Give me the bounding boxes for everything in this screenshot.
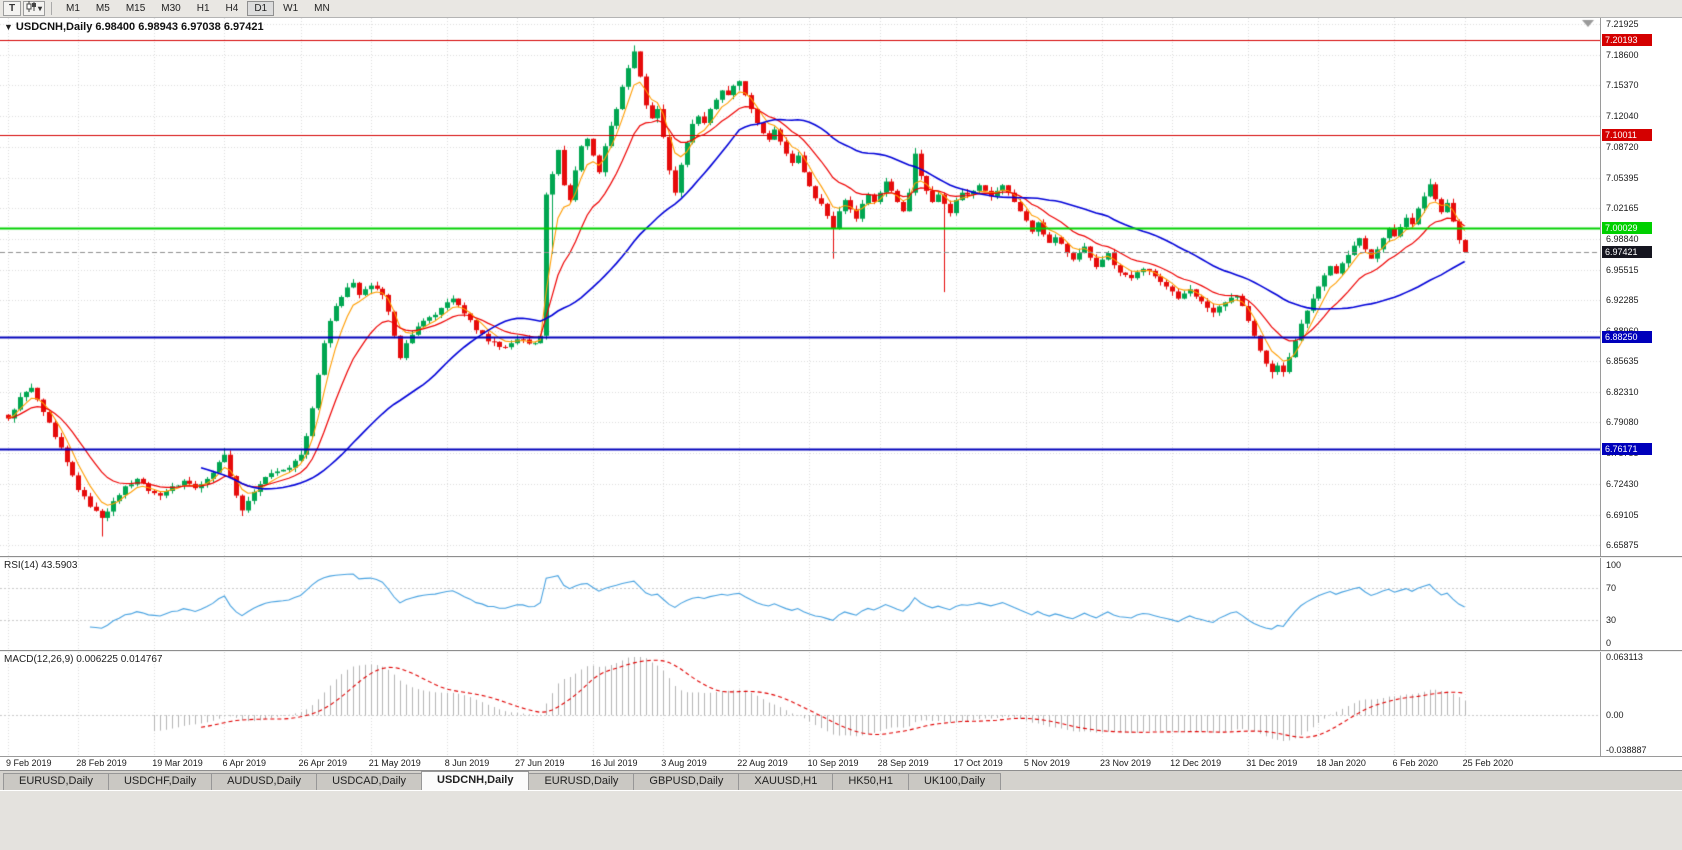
timeframe-button-w1[interactable]: W1 (276, 1, 305, 16)
toolbar: T ▾ M1 M5 M15 M30 H1 H4 D1 W1 MN (0, 0, 1682, 18)
chart-ohlc-values: 6.98400 6.98943 6.97038 6.97421 (95, 21, 264, 33)
time-axis-label: 19 Mar 2019 (152, 758, 203, 768)
price-axis-label: 7.21925 (1606, 19, 1639, 30)
key-level-price-tag: 7.20193 (1602, 34, 1652, 47)
rsi-label: RSI(14) 43.5903 (4, 560, 78, 571)
macd-canvas[interactable] (0, 652, 1600, 756)
price-axis-label: 6.92285 (1606, 294, 1639, 305)
chart-tab-0-eurusd-daily[interactable]: EURUSD,Daily (3, 773, 109, 790)
price-chart-canvas[interactable] (0, 18, 1600, 556)
rsi-axis-label: 70 (1606, 583, 1617, 594)
key-level-price-tag: 6.76171 (1602, 443, 1652, 456)
time-axis-label: 22 Aug 2019 (737, 758, 788, 768)
time-axis-label: 10 Sep 2019 (807, 758, 859, 768)
price-axis[interactable]: 7.21925 7.18600 7.15370 7.12040 7.08720 7.053… (1600, 18, 1682, 556)
chart-tab-8-hk50-h1[interactable]: HK50,H1 (832, 773, 909, 790)
price-axis-label: 6.69105 (1606, 510, 1639, 521)
timeframe-button-m30[interactable]: M30 (154, 1, 187, 16)
time-axis-label: 18 Jan 2020 (1316, 758, 1366, 768)
time-axis-label: 3 Aug 2019 (661, 758, 707, 768)
chart-tab-5-eurusd-daily[interactable]: EURUSD,Daily (528, 773, 635, 790)
price-axis-label: 7.08720 (1606, 141, 1639, 152)
time-axis-label: 21 May 2019 (368, 758, 421, 768)
pane-separator[interactable] (0, 556, 1682, 558)
timeframe-button-mn[interactable]: MN (307, 1, 337, 16)
time-axis-label: 6 Feb 2020 (1392, 758, 1438, 768)
chart-tabs-bar: EURUSD,Daily USDCHF,Daily AUDUSD,Daily USDC… (0, 770, 1682, 790)
rsi-axis-label: 0 (1606, 638, 1612, 648)
key-level-price-tag: 7.10011 (1602, 128, 1652, 141)
key-level-price-tag: 7.00029 (1602, 221, 1652, 234)
time-axis-label: 8 Jun 2019 (444, 758, 490, 768)
timeframe-button-h1[interactable]: H1 (190, 1, 217, 16)
time-axis-label: 26 Apr 2019 (298, 758, 348, 768)
pane-separator[interactable] (0, 650, 1682, 652)
chevron-down-icon: ▾ (38, 4, 43, 13)
rsi-axis-label: 100 (1606, 560, 1622, 570)
macd-label: MACD(12,26,9) 0.006225 0.014767 (4, 654, 163, 665)
price-axis-label: 6.82310 (1606, 387, 1639, 398)
time-axis-label: 27 Jun 2019 (514, 758, 565, 768)
time-axis[interactable]: 9 Feb 2019 28 Feb 2019 19 Mar 2019 6 Apr 20… (0, 756, 1682, 770)
price-axis-label: 6.95515 (1606, 264, 1639, 275)
status-bar (0, 790, 1682, 850)
chart-tools-button[interactable]: T (3, 1, 21, 16)
price-axis-label: 7.12040 (1606, 111, 1639, 122)
time-axis-label: 5 Nov 2019 (1023, 758, 1070, 768)
price-axis-label: 6.65875 (1606, 540, 1639, 551)
rsi-axis-label: 30 (1606, 614, 1617, 625)
chart-tab-9-uk100-daily[interactable]: UK100,Daily (907, 773, 1002, 790)
price-axis-label: 6.79080 (1606, 417, 1639, 428)
rsi-axis[interactable]: 100 70 30 0 (1600, 558, 1682, 650)
macd-axis-label: -0.038887 (1606, 745, 1647, 755)
timeframe-button-m1[interactable]: M1 (59, 1, 87, 16)
chart-title: ▼ USDCNH,Daily 6.98400 6.98943 6.97038 6.… (4, 21, 264, 33)
timeframe-button-d1[interactable]: D1 (247, 1, 275, 16)
time-axis-label: 12 Dec 2019 (1170, 758, 1222, 768)
chart-tab-6-gbpusd-daily[interactable]: GBPUSD,Daily (633, 773, 740, 790)
time-axis-label: 28 Feb 2019 (76, 758, 127, 768)
timeframe-button-m15[interactable]: M15 (119, 1, 152, 16)
time-axis-label: 17 Oct 2019 (953, 758, 1003, 768)
key-level-price-tag: 6.88250 (1602, 331, 1652, 344)
macd-axis-label: 0.00 (1606, 710, 1624, 721)
chart-tab-2-audusd-daily[interactable]: AUDUSD,Daily (211, 773, 318, 790)
price-axis-label: 7.02165 (1606, 202, 1639, 213)
price-axis-label: 6.88960 (1606, 326, 1639, 336)
time-axis-label: 16 Jul 2019 (591, 758, 638, 768)
timeframe-button-m5[interactable]: M5 (89, 1, 117, 16)
timeframe-button-h4[interactable]: H4 (219, 1, 246, 16)
chart-tab-3-usdcad-daily[interactable]: USDCAD,Daily (316, 773, 423, 790)
price-axis-label: 7.15370 (1606, 80, 1639, 91)
price-axis-label: 6.85635 (1606, 356, 1639, 367)
macd-indicator-pane: MACD(12,26,9) 0.006225 0.014767 0.063113… (0, 652, 1682, 756)
time-axis-label: 9 Feb 2019 (6, 758, 52, 768)
time-axis-label: 31 Dec 2019 (1246, 758, 1298, 768)
time-axis-label: 28 Sep 2019 (877, 758, 929, 768)
chart-symbol-label: USDCNH,Daily (15, 21, 93, 33)
timeframe-buttons-group: M1 M5 M15 M30 H1 H4 D1 W1 MN (58, 1, 338, 16)
price-chart-pane: ▼ USDCNH,Daily 6.98400 6.98943 6.97038 6.… (0, 18, 1682, 556)
price-axis-label: 6.72430 (1606, 479, 1639, 490)
price-axis-label: 6.98840 (1606, 233, 1639, 244)
candlestick-icon (26, 1, 37, 16)
time-axis-label: 23 Nov 2019 (1099, 758, 1151, 768)
price-axis-label: 7.05395 (1606, 172, 1639, 183)
time-axis-label: 25 Feb 2020 (1462, 758, 1514, 768)
chart-tab-7-xauusd-h1[interactable]: XAUUSD,H1 (738, 773, 834, 790)
time-axis-label: 6 Apr 2019 (222, 758, 266, 768)
price-axis-label: 7.18600 (1606, 50, 1639, 61)
current-price-tag: 6.97421 (1602, 245, 1652, 258)
chart-tab-4-usdcnh-daily[interactable]: USDCNH,Daily (421, 771, 530, 790)
macd-axis[interactable]: 0.063113 0.00 -0.038887 (1600, 652, 1682, 756)
chart-tab-1-usdchf-daily[interactable]: USDCHF,Daily (107, 773, 213, 790)
toolbar-separator (51, 2, 53, 15)
chart-type-dropdown-button[interactable]: ▾ (23, 1, 46, 16)
one-click-trading-toggle[interactable]: ▼ (4, 22, 13, 32)
macd-axis-label: 0.063113 (1606, 652, 1643, 662)
rsi-canvas[interactable] (0, 558, 1600, 650)
rsi-indicator-pane: RSI(14) 43.5903 100 70 30 0 (0, 558, 1682, 650)
